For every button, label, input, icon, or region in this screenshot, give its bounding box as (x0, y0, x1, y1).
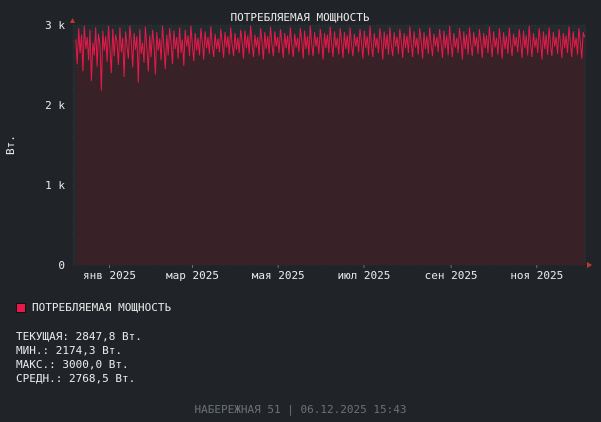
x-tick-label: июл 2025 (337, 269, 390, 282)
x-tick-label: мая 2025 (252, 269, 305, 282)
stat-max: МАКС.: 3000,0 Вт. (16, 358, 129, 371)
y-tick-label: 1 k (45, 179, 65, 192)
x-tick-label: мар 2025 (166, 269, 219, 282)
legend-swatch (16, 302, 26, 313)
chart-legend: ПОТРЕБЛЯЕМАЯ МОЩНОСТЬ (16, 301, 171, 314)
y-tick-label: 2 k (45, 99, 65, 112)
chart-ticks: 0 1 k 2 k 3 k янв 2025 мар 2025 мая 2025 июл 20… (45, 19, 563, 282)
y-axis-arrow-icon (70, 18, 75, 23)
x-axis-arrow-icon (587, 262, 592, 268)
x-tick-label: ноя 2025 (510, 269, 563, 282)
power-chart: 0 1 k 2 k 3 k янв 2025 мар 2025 мая 2025 июл 20… (4, 11, 592, 282)
y-tick-label: 0 (58, 259, 65, 272)
series-area (75, 25, 585, 265)
stat-min: МИН.: 2174,3 Вт. (16, 344, 122, 357)
footer: НАБЕРЕЖНАЯ 51 | 06.12.2025 15:43 (194, 403, 407, 416)
x-tick-label: сен 2025 (425, 269, 478, 282)
stat-current: ТЕКУЩАЯ: 2847,8 Вт. (16, 330, 142, 343)
x-tick-label: янв 2025 (83, 269, 136, 282)
series-line (75, 25, 586, 91)
y-tick-label: 3 k (45, 19, 65, 32)
stats-panel: ТЕКУЩАЯ: 2847,8 Вт. МИН.: 2174,3 Вт. МАК… (16, 330, 142, 386)
y-axis-label: Вт. (4, 135, 17, 155)
stat-avg: СРЕДН.: 2768,5 Вт. (16, 372, 136, 385)
chart-title: ПОТРЕБЛЯЕМАЯ МОЩНОСТЬ (230, 11, 369, 24)
chart-series (75, 25, 586, 265)
legend-label: ПОТРЕБЛЯЕМАЯ МОЩНОСТЬ (32, 301, 172, 314)
